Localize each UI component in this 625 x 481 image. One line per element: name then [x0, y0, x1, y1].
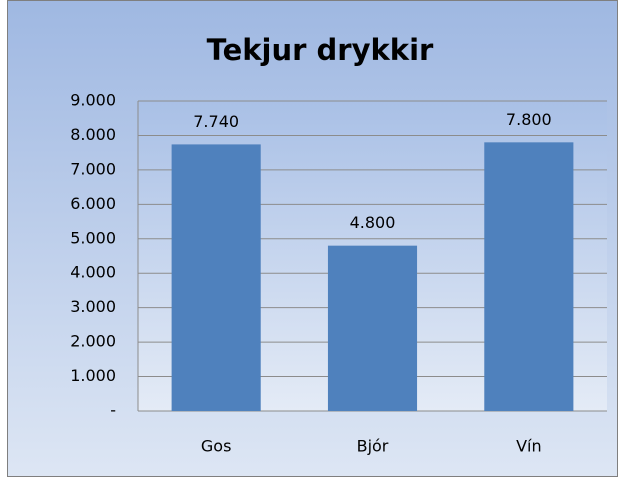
bar — [484, 142, 574, 412]
bar — [327, 245, 418, 411]
x-tick-label: Vín — [516, 437, 542, 456]
bar — [171, 144, 261, 411]
y-tick-label: 5.000 — [70, 228, 116, 247]
data-label: 4.800 — [350, 213, 396, 232]
y-tick-label: 6.000 — [70, 194, 116, 213]
y-tick-label: - — [110, 401, 116, 420]
x-tick-label: Bjór — [357, 437, 389, 456]
y-tick-label: 9.000 — [70, 91, 116, 110]
y-tick-label: 1.000 — [70, 366, 116, 385]
y-tick-label: 7.000 — [70, 159, 116, 178]
chart-title: Tekjur drykkir — [207, 33, 434, 67]
data-label: 7.740 — [193, 112, 239, 131]
x-tick-label: Gos — [201, 437, 232, 456]
y-tick-label: 4.000 — [70, 263, 116, 282]
data-label: 7.800 — [506, 110, 552, 129]
y-tick-label: 3.000 — [70, 297, 116, 316]
y-tick-label: 2.000 — [70, 332, 116, 351]
y-tick-label: 8.000 — [70, 125, 116, 144]
